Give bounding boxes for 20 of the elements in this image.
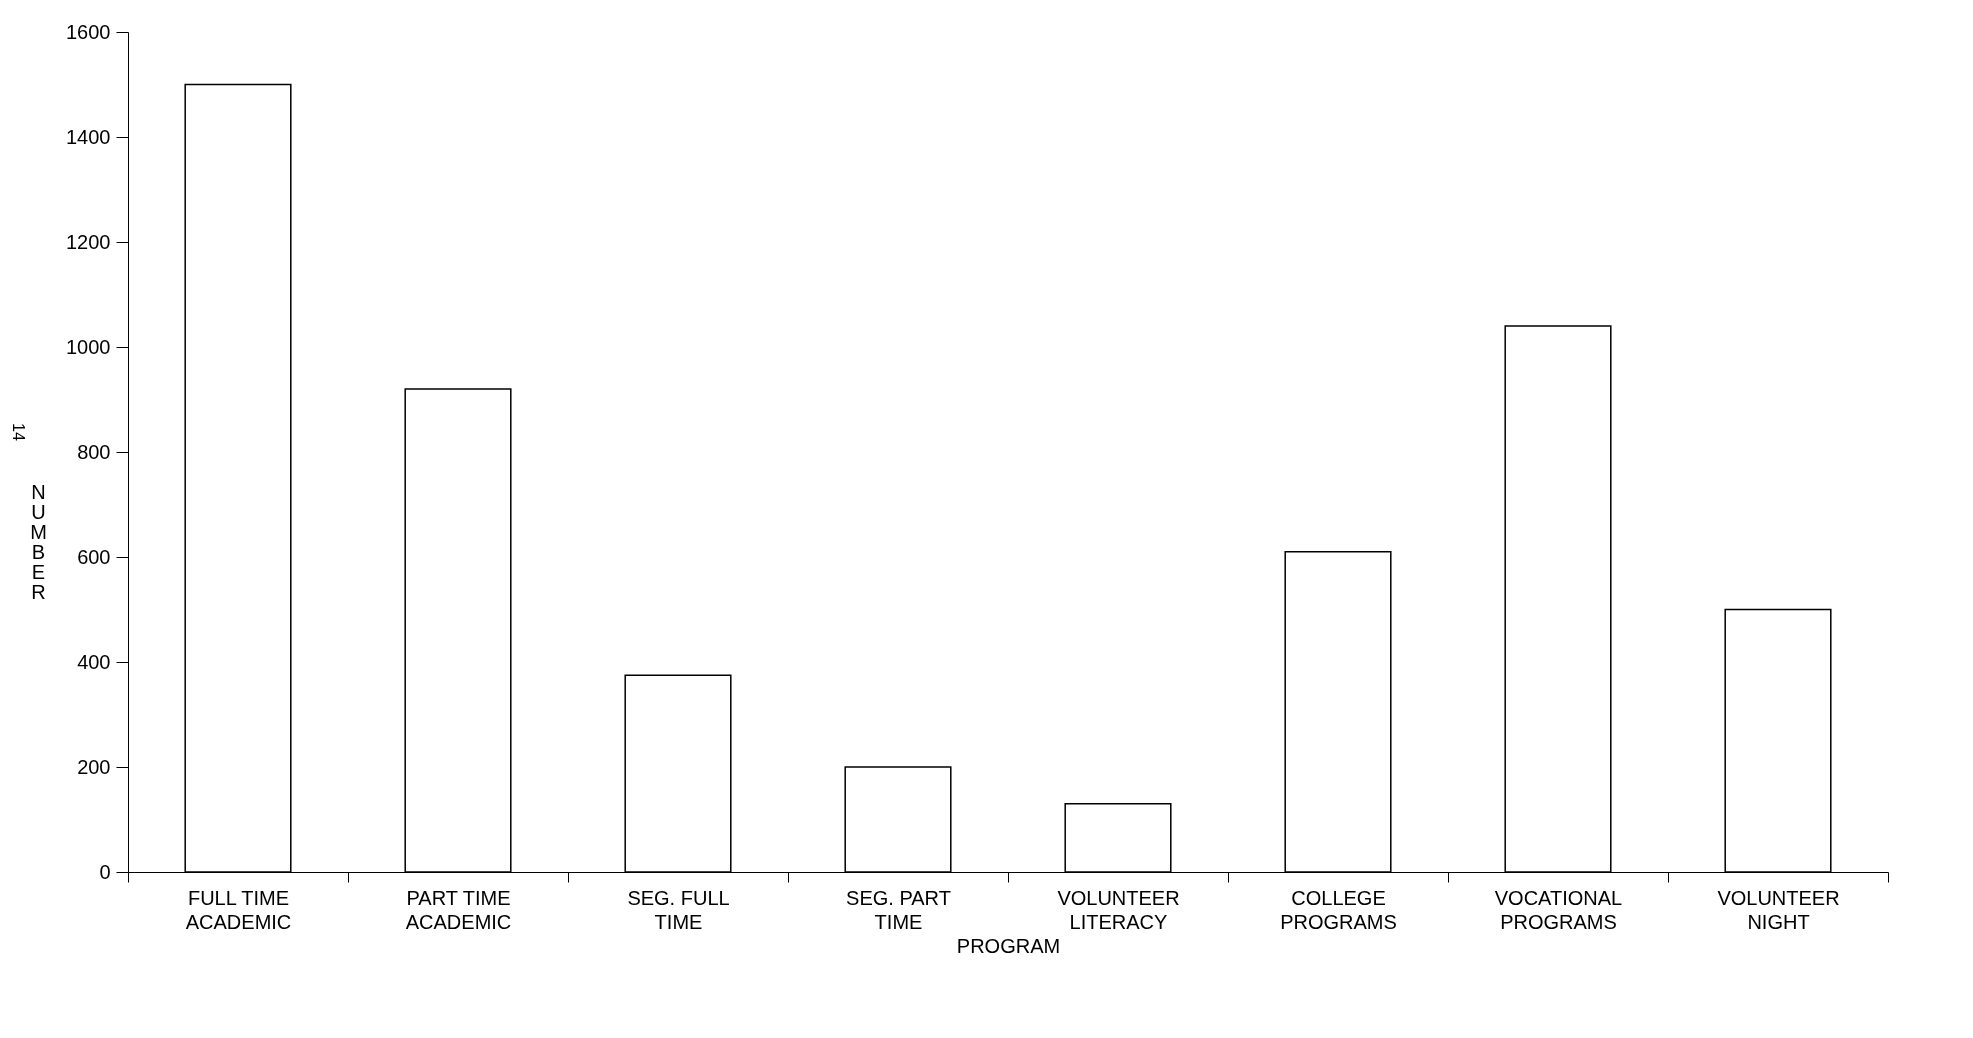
text: 14 (10, 423, 27, 441)
x-tick-label: VOCATIONAL PROGRAMS (1494, 886, 1623, 933)
y-tick-label: 600 (77, 545, 111, 568)
y-tick-label: 1200 (66, 230, 111, 253)
y-axis-title: NUMBER (30, 480, 47, 603)
x-tick-label: FULL TIME ACADEMIC (185, 886, 292, 933)
y-tick-label: 1400 (66, 125, 111, 148)
x-tick-label: VOLUNTEER NIGHT (1717, 886, 1840, 933)
x-tick-label: SEG. FULL TIME (627, 886, 730, 933)
y-tick-label: 400 (77, 650, 111, 673)
x-tick-label: VOLUNTEER LITERACY (1057, 886, 1180, 933)
x-axis-title: PROGRAM (956, 934, 1061, 957)
x-tick-label: PART TIME ACADEMIC (405, 886, 512, 933)
x-tick-label: SEG. PART TIME (846, 886, 951, 933)
x-tick-label: COLLEGE PROGRAMS (1280, 886, 1397, 933)
y-tick-label: 1000 (66, 335, 111, 358)
y-tick-label: 0 (99, 860, 111, 883)
y-tick-label: 200 (77, 755, 111, 778)
y-tick-label: 800 (77, 440, 111, 463)
y-tick-label: 1600 (66, 20, 111, 43)
